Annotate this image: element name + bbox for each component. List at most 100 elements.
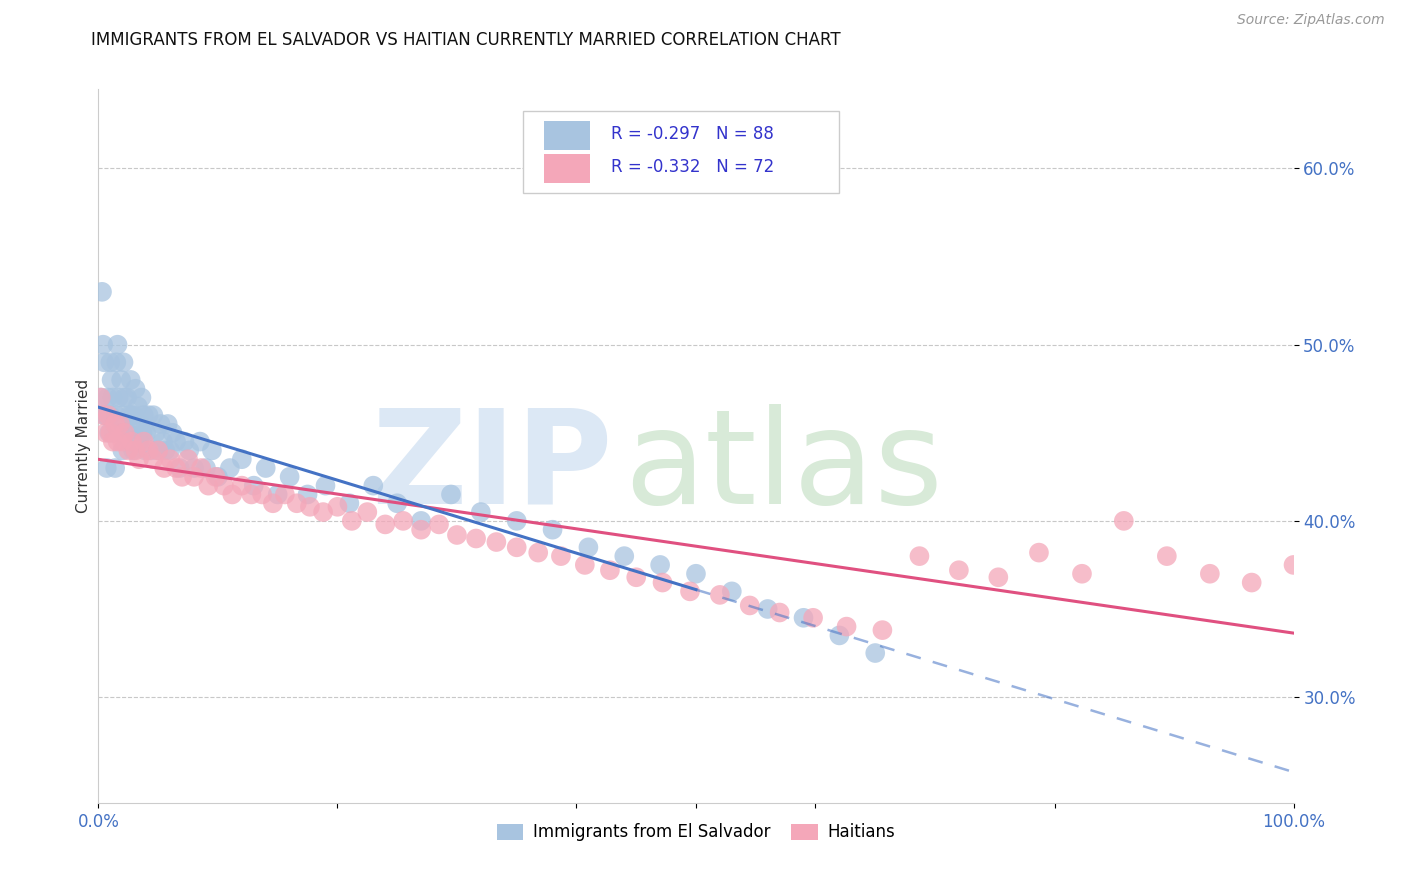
Point (131, 391, 153, 405)
Point (131, 425, 153, 440)
Point (267, 487, 290, 501)
Point (132, 434, 155, 449)
Point (1028, 546, 1050, 560)
Point (125, 417, 148, 431)
Point (1071, 566, 1094, 581)
Point (221, 487, 243, 501)
Point (91, 285, 114, 299)
Point (96, 461, 118, 475)
Point (183, 470, 205, 484)
Point (721, 584, 744, 599)
Point (392, 514, 415, 528)
Point (204, 470, 226, 484)
Point (987, 570, 1010, 584)
Point (541, 523, 564, 537)
Point (93, 408, 115, 422)
Point (149, 417, 172, 431)
Point (104, 417, 127, 431)
Point (104, 461, 127, 475)
Point (173, 434, 195, 449)
Point (93, 355, 115, 369)
Point (148, 443, 170, 458)
Point (385, 496, 409, 510)
Point (107, 337, 129, 351)
Point (139, 443, 162, 458)
Point (254, 461, 277, 475)
Point (156, 417, 179, 431)
Point (197, 478, 219, 492)
Point (169, 461, 191, 475)
Point (312, 505, 335, 519)
Point (142, 452, 165, 467)
Point (709, 588, 731, 602)
Point (132, 408, 155, 422)
Point (105, 408, 128, 422)
Legend: Immigrants from El Salvador, Haitians: Immigrants from El Salvador, Haitians (491, 817, 901, 848)
Point (128, 434, 150, 449)
Point (1156, 549, 1178, 563)
Point (363, 478, 385, 492)
Point (440, 487, 463, 501)
Point (948, 563, 970, 577)
Point (243, 478, 266, 492)
Point (134, 443, 156, 458)
Point (120, 373, 142, 387)
Point (768, 606, 790, 620)
Point (485, 535, 508, 549)
Point (127, 400, 149, 414)
Point (145, 425, 167, 440)
Point (648, 558, 672, 572)
Point (172, 470, 194, 484)
Point (297, 487, 319, 501)
Point (107, 391, 129, 405)
Point (613, 549, 636, 563)
Point (90, 391, 112, 405)
Point (872, 623, 894, 637)
Point (470, 505, 492, 519)
Point (111, 434, 134, 449)
Point (98, 408, 122, 422)
Point (115, 391, 138, 405)
Point (165, 434, 187, 449)
Point (177, 452, 200, 467)
Point (112, 355, 135, 369)
Point (835, 619, 858, 633)
Point (103, 425, 125, 440)
Point (124, 408, 146, 422)
Point (219, 461, 242, 475)
Point (446, 528, 468, 542)
Text: R = -0.297   N = 88: R = -0.297 N = 88 (612, 125, 773, 143)
Point (356, 505, 378, 519)
Point (315, 478, 337, 492)
Text: IMMIGRANTS FROM EL SALVADOR VS HAITIAN CURRENTLY MARRIED CORRELATION CHART: IMMIGRANTS FROM EL SALVADOR VS HAITIAN C… (91, 31, 841, 49)
Point (190, 461, 212, 475)
Point (550, 549, 572, 563)
Point (148, 443, 170, 458)
Text: atlas: atlas (624, 404, 943, 531)
Point (98, 355, 122, 369)
Point (865, 646, 887, 660)
Point (114, 425, 136, 440)
Point (506, 514, 529, 528)
Point (98, 425, 122, 440)
Point (195, 461, 218, 475)
Point (121, 408, 143, 422)
Point (599, 563, 621, 577)
Point (153, 461, 176, 475)
Point (162, 425, 184, 440)
Point (117, 443, 139, 458)
Point (1240, 575, 1263, 590)
Point (97, 408, 120, 422)
Point (159, 452, 181, 467)
Point (574, 558, 596, 572)
Point (124, 443, 146, 458)
Point (465, 532, 488, 546)
Point (108, 417, 131, 431)
Point (115, 425, 138, 440)
Point (626, 570, 648, 584)
Point (738, 599, 761, 613)
Point (111, 443, 134, 458)
Point (231, 452, 253, 467)
Point (94, 425, 117, 440)
Point (240, 487, 263, 501)
